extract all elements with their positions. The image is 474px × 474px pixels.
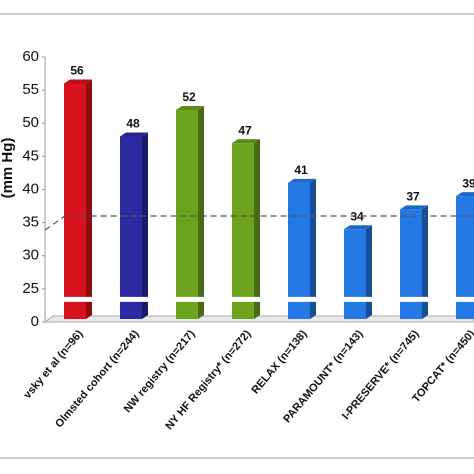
bar-top <box>344 225 372 230</box>
bar-side <box>422 205 428 319</box>
bar <box>176 110 198 319</box>
bar-top <box>232 139 260 144</box>
bar <box>456 196 474 319</box>
bar-top <box>176 106 204 110</box>
bar-top <box>64 79 92 84</box>
axis-break-gap <box>231 296 261 302</box>
y-tick-label: 0 <box>31 313 39 330</box>
axis-break-gap <box>343 296 373 302</box>
y-tick-label: 45 <box>22 147 39 164</box>
value-label: 37 <box>406 190 420 204</box>
bar-top <box>120 132 148 137</box>
reference-line <box>44 215 474 231</box>
value-label: 52 <box>182 90 196 104</box>
bar-side <box>254 139 260 319</box>
y-tick-label: 50 <box>22 114 39 131</box>
bar <box>120 136 142 319</box>
bar-side <box>198 106 204 319</box>
y-tick-label: 40 <box>22 180 39 197</box>
bar-top <box>456 192 474 197</box>
bar <box>64 83 86 319</box>
y-tick-label: 55 <box>22 81 39 98</box>
x-tick-label: RELAX (n=138) <box>249 328 309 397</box>
bar <box>400 209 422 319</box>
bar-side <box>142 132 148 319</box>
bar-side <box>310 178 316 319</box>
value-label: 41 <box>294 163 308 177</box>
value-label: 56 <box>70 64 84 78</box>
bar <box>344 229 366 319</box>
y-tick-label: 60 <box>22 48 39 65</box>
bar <box>288 182 310 319</box>
axis-break-gap <box>399 296 429 302</box>
y-tick-label: 30 <box>22 247 39 264</box>
bar-top <box>400 205 428 210</box>
y-axis-label: (mm Hg) <box>0 138 16 199</box>
y-tick-label: 25 <box>22 280 39 297</box>
axis-break-gap <box>119 296 149 302</box>
bar <box>232 143 254 319</box>
axis-break-gap <box>63 296 93 302</box>
axis-break-gap <box>175 296 205 302</box>
bar-side <box>86 79 92 319</box>
bar-side <box>366 225 372 319</box>
bar-top <box>288 178 316 183</box>
x-tick-label: vsky et al (n=96) <box>21 328 85 401</box>
y-tick-label: 35 <box>22 214 39 231</box>
axis-break-gap <box>287 296 317 302</box>
x-tick-label: TOPCAT* (n=450) <box>410 328 474 405</box>
value-label: 47 <box>238 123 252 137</box>
value-label: 39 <box>462 176 474 190</box>
axis-break-gap <box>455 296 474 302</box>
value-label: 34 <box>350 209 364 223</box>
value-label: 48 <box>126 117 140 131</box>
